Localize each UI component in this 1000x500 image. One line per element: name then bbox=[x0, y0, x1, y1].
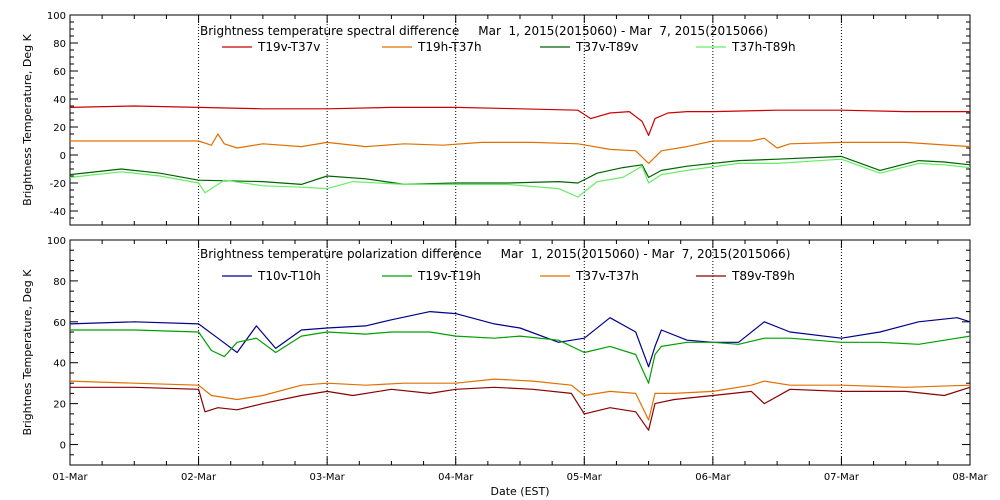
y-axis-title: Brightness Temperature, Deg K bbox=[21, 33, 34, 205]
legend-label: T37h-T89h bbox=[731, 40, 796, 54]
chart-title: Brightness temperature spectral differen… bbox=[200, 24, 768, 38]
x-tick-label: 05-Mar bbox=[567, 472, 603, 483]
y-tick-label: 60 bbox=[53, 67, 66, 78]
plot-frame bbox=[69, 239, 971, 466]
series-line-t37v-t89v bbox=[69, 155, 971, 185]
y-axis-title: Brightnes Temperature, Deg K bbox=[21, 269, 34, 436]
x-tick-label: 08-Mar bbox=[952, 472, 988, 483]
legend-label: T19v-T37v bbox=[257, 40, 320, 54]
y-tick-label: 20 bbox=[53, 400, 66, 411]
x-tick-label: 01-Mar bbox=[52, 472, 88, 483]
legend-label: T19v-T19h bbox=[417, 269, 481, 283]
legend-label: T37v-T37h bbox=[575, 269, 639, 283]
series-line-t37v-t37h bbox=[69, 378, 971, 421]
plot-frame bbox=[69, 14, 971, 226]
chart-title: Brightness temperature polarization diff… bbox=[200, 247, 790, 261]
x-tick-label: 03-Mar bbox=[310, 472, 346, 483]
y-tick-label: 100 bbox=[47, 236, 66, 247]
legend-label: T10v-T10h bbox=[257, 269, 321, 283]
y-tick-label: -20 bbox=[50, 179, 66, 190]
y-tick-label: 0 bbox=[60, 441, 66, 452]
x-tick-label: 07-Mar bbox=[824, 472, 860, 483]
x-tick-label: 06-Mar bbox=[695, 472, 731, 483]
y-tick-label: 60 bbox=[53, 318, 66, 329]
y-tick-label: -40 bbox=[50, 207, 66, 218]
legend-label: T89v-T89h bbox=[731, 269, 795, 283]
panel-2: 0 20 40 60 80 100 01-Mar 02-Mar 03-Mar 04-Mar 05-M… bbox=[21, 236, 988, 498]
series-line-t37h-t89h bbox=[69, 158, 971, 198]
legend-label: T19h-T37h bbox=[417, 40, 482, 54]
x-tick-label: 04-Mar bbox=[438, 472, 474, 483]
y-tick-label: 80 bbox=[53, 39, 66, 50]
y-tick-label: 20 bbox=[53, 123, 66, 134]
y-tick-label: 80 bbox=[53, 277, 66, 288]
panel-1: -40 -20 0 20 40 60 80 100 Brightness temperature… bbox=[21, 11, 971, 226]
x-axis-title: Date (EST) bbox=[490, 485, 549, 498]
series-line-t19v-t37v bbox=[69, 105, 970, 136]
series-line-t10v-t10h bbox=[69, 311, 971, 368]
series-line-t19v-t19h bbox=[70, 329, 971, 384]
series-line-t89v-t89h bbox=[70, 386, 971, 431]
y-tick-label: 40 bbox=[53, 95, 66, 106]
y-tick-label: 40 bbox=[53, 359, 66, 370]
series-line-t19h-t37h bbox=[70, 133, 971, 164]
y-tick-label: 100 bbox=[47, 11, 66, 22]
x-tick-label: 02-Mar bbox=[181, 472, 217, 483]
legend-label: T37v-T89v bbox=[575, 40, 638, 54]
y-tick-label: 0 bbox=[60, 151, 66, 162]
